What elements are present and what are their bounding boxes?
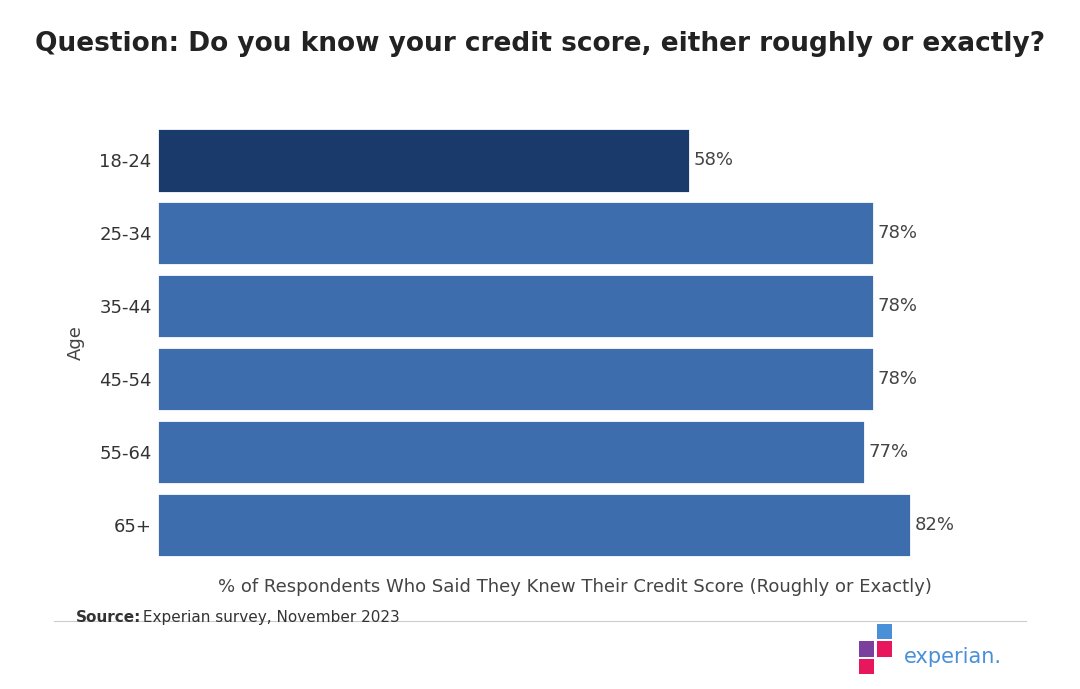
Text: 78%: 78% [878,225,918,243]
Text: 78%: 78% [878,298,918,316]
Y-axis label: Age: Age [67,325,85,360]
Text: Experian survey, November 2023: Experian survey, November 2023 [138,610,400,625]
Text: 78%: 78% [878,370,918,388]
Text: experian.: experian. [904,646,1002,667]
Bar [157,420,865,484]
Bar [157,493,910,557]
Text: Question: Do you know your credit score, either roughly or exactly?: Question: Do you know your credit score,… [35,31,1045,57]
Bar [157,274,874,338]
Text: 58%: 58% [693,152,733,169]
X-axis label: % of Respondents Who Said They Knew Their Credit Score (Roughly or Exactly): % of Respondents Who Said They Knew Thei… [218,578,932,596]
Text: 77%: 77% [868,443,908,461]
Bar [157,347,874,411]
Bar [157,201,874,265]
Text: Source:: Source: [76,610,141,625]
Bar [157,128,690,192]
Text: 82%: 82% [915,516,955,534]
